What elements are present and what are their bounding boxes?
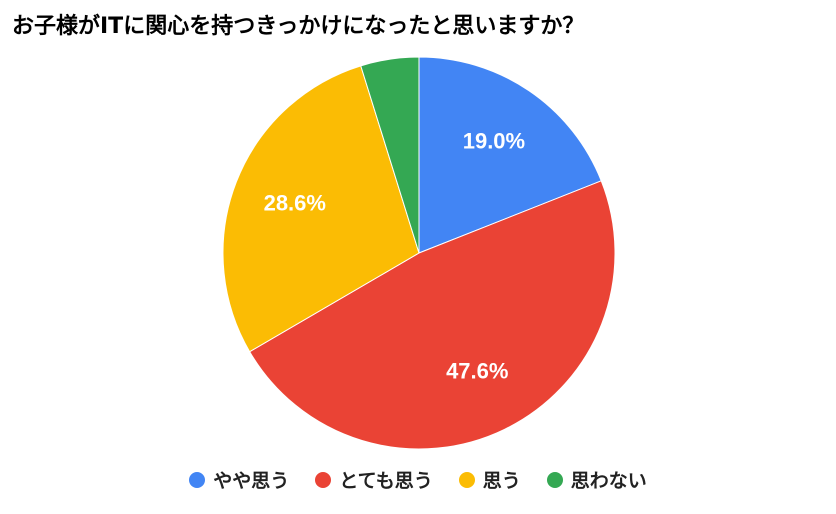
legend-label: 思う	[482, 470, 521, 492]
legend-label: 思わない	[570, 470, 647, 492]
legend: やや思う とても思う 思う 思わない	[0, 466, 836, 493]
legend-swatch	[546, 471, 563, 488]
pie-slice	[360, 56, 420, 254]
pie-slice	[222, 65, 420, 353]
legend-item: 思う	[458, 466, 521, 493]
data-label: 19.0%	[463, 129, 525, 154]
legend-swatch	[315, 471, 332, 488]
legend-item: とても思う	[315, 466, 433, 493]
legend-label: とても思う	[339, 470, 433, 492]
legend-item: 思わない	[546, 466, 647, 493]
pie-slice	[248, 180, 616, 450]
data-label: 28.6%	[264, 191, 326, 216]
chart-title: お子様がITに関心を持つきっかけになったと思いますか？	[12, 14, 585, 39]
pie-slice	[418, 56, 602, 254]
legend-swatch	[458, 471, 475, 488]
legend-swatch	[189, 471, 206, 488]
data-label: 47.6%	[446, 359, 508, 384]
chart: 19.0% 47.6% 28.6%	[222, 56, 616, 450]
legend-label: やや思う	[213, 470, 290, 492]
legend-item: やや思う	[189, 466, 289, 493]
